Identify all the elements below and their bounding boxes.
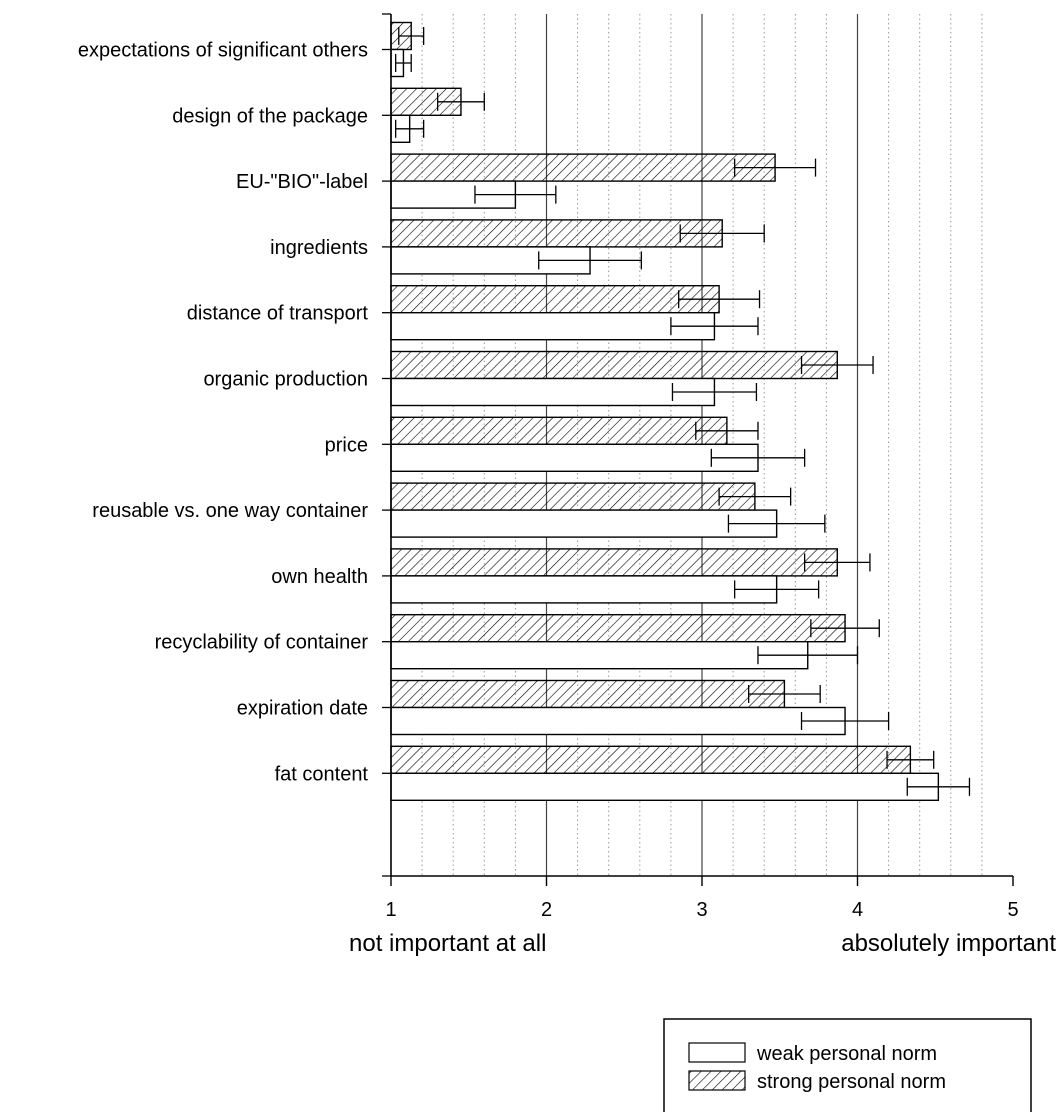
- end-labels: not important at all absolutely importan…: [349, 930, 1056, 957]
- legend-swatch-strong: [688, 1070, 746, 1091]
- category-label: ingredients: [270, 237, 368, 259]
- bar-strong: [390, 745, 912, 774]
- x-end-label-low: not important at all: [349, 930, 546, 957]
- x-tick-label: 3: [696, 899, 707, 921]
- bar-weak: [390, 706, 846, 736]
- category-label: own health: [271, 566, 368, 588]
- legend-swatch-weak: [688, 1042, 746, 1063]
- category-label: distance of transport: [187, 303, 369, 325]
- bar-strong: [390, 482, 756, 511]
- bar-weak: [390, 312, 716, 341]
- category-label: recyclability of container: [155, 632, 369, 654]
- x-tick-label: 5: [1007, 899, 1018, 921]
- category-label: design of the package: [172, 105, 368, 127]
- bar-strong: [390, 350, 838, 380]
- bar-strong: [390, 219, 723, 248]
- x-tick-label: 2: [541, 899, 552, 921]
- bar-strong: [390, 285, 720, 314]
- bar-strong: [390, 416, 728, 445]
- category-label: price: [325, 434, 368, 456]
- category-label: EU-"BIO"-label: [236, 171, 368, 193]
- bar-weak: [390, 772, 940, 801]
- bar-strong: [390, 614, 846, 643]
- bar-weak: [390, 641, 809, 670]
- category-label: fat content: [275, 763, 369, 785]
- legend-label-weak: weak personal norm: [756, 1043, 937, 1065]
- bar-strong: [390, 153, 776, 182]
- bar-weak: [390, 443, 759, 472]
- legend: weak personal norm strong personal norm: [663, 1018, 1032, 1112]
- bar-strong: [390, 548, 838, 577]
- category-label: expiration date: [237, 698, 368, 720]
- legend-frame: [663, 1018, 1032, 1112]
- bar-weak: [390, 509, 778, 538]
- bar-weak: [390, 377, 716, 407]
- category-label: organic production: [203, 369, 368, 391]
- x-tick-label: 4: [852, 899, 863, 921]
- category-label: expectations of significant others: [78, 40, 368, 62]
- category-label: reusable vs. one way container: [92, 500, 368, 522]
- bar-weak: [390, 575, 778, 604]
- bars: [390, 21, 971, 801]
- legend-label-strong: strong personal norm: [757, 1071, 946, 1093]
- labels: expectations of significant others design…: [78, 40, 1019, 922]
- x-tick-label: 1: [385, 899, 396, 921]
- x-end-label-high: absolutely important: [841, 930, 1056, 957]
- axes: [382, 13, 1014, 886]
- bar-strong: [390, 679, 786, 709]
